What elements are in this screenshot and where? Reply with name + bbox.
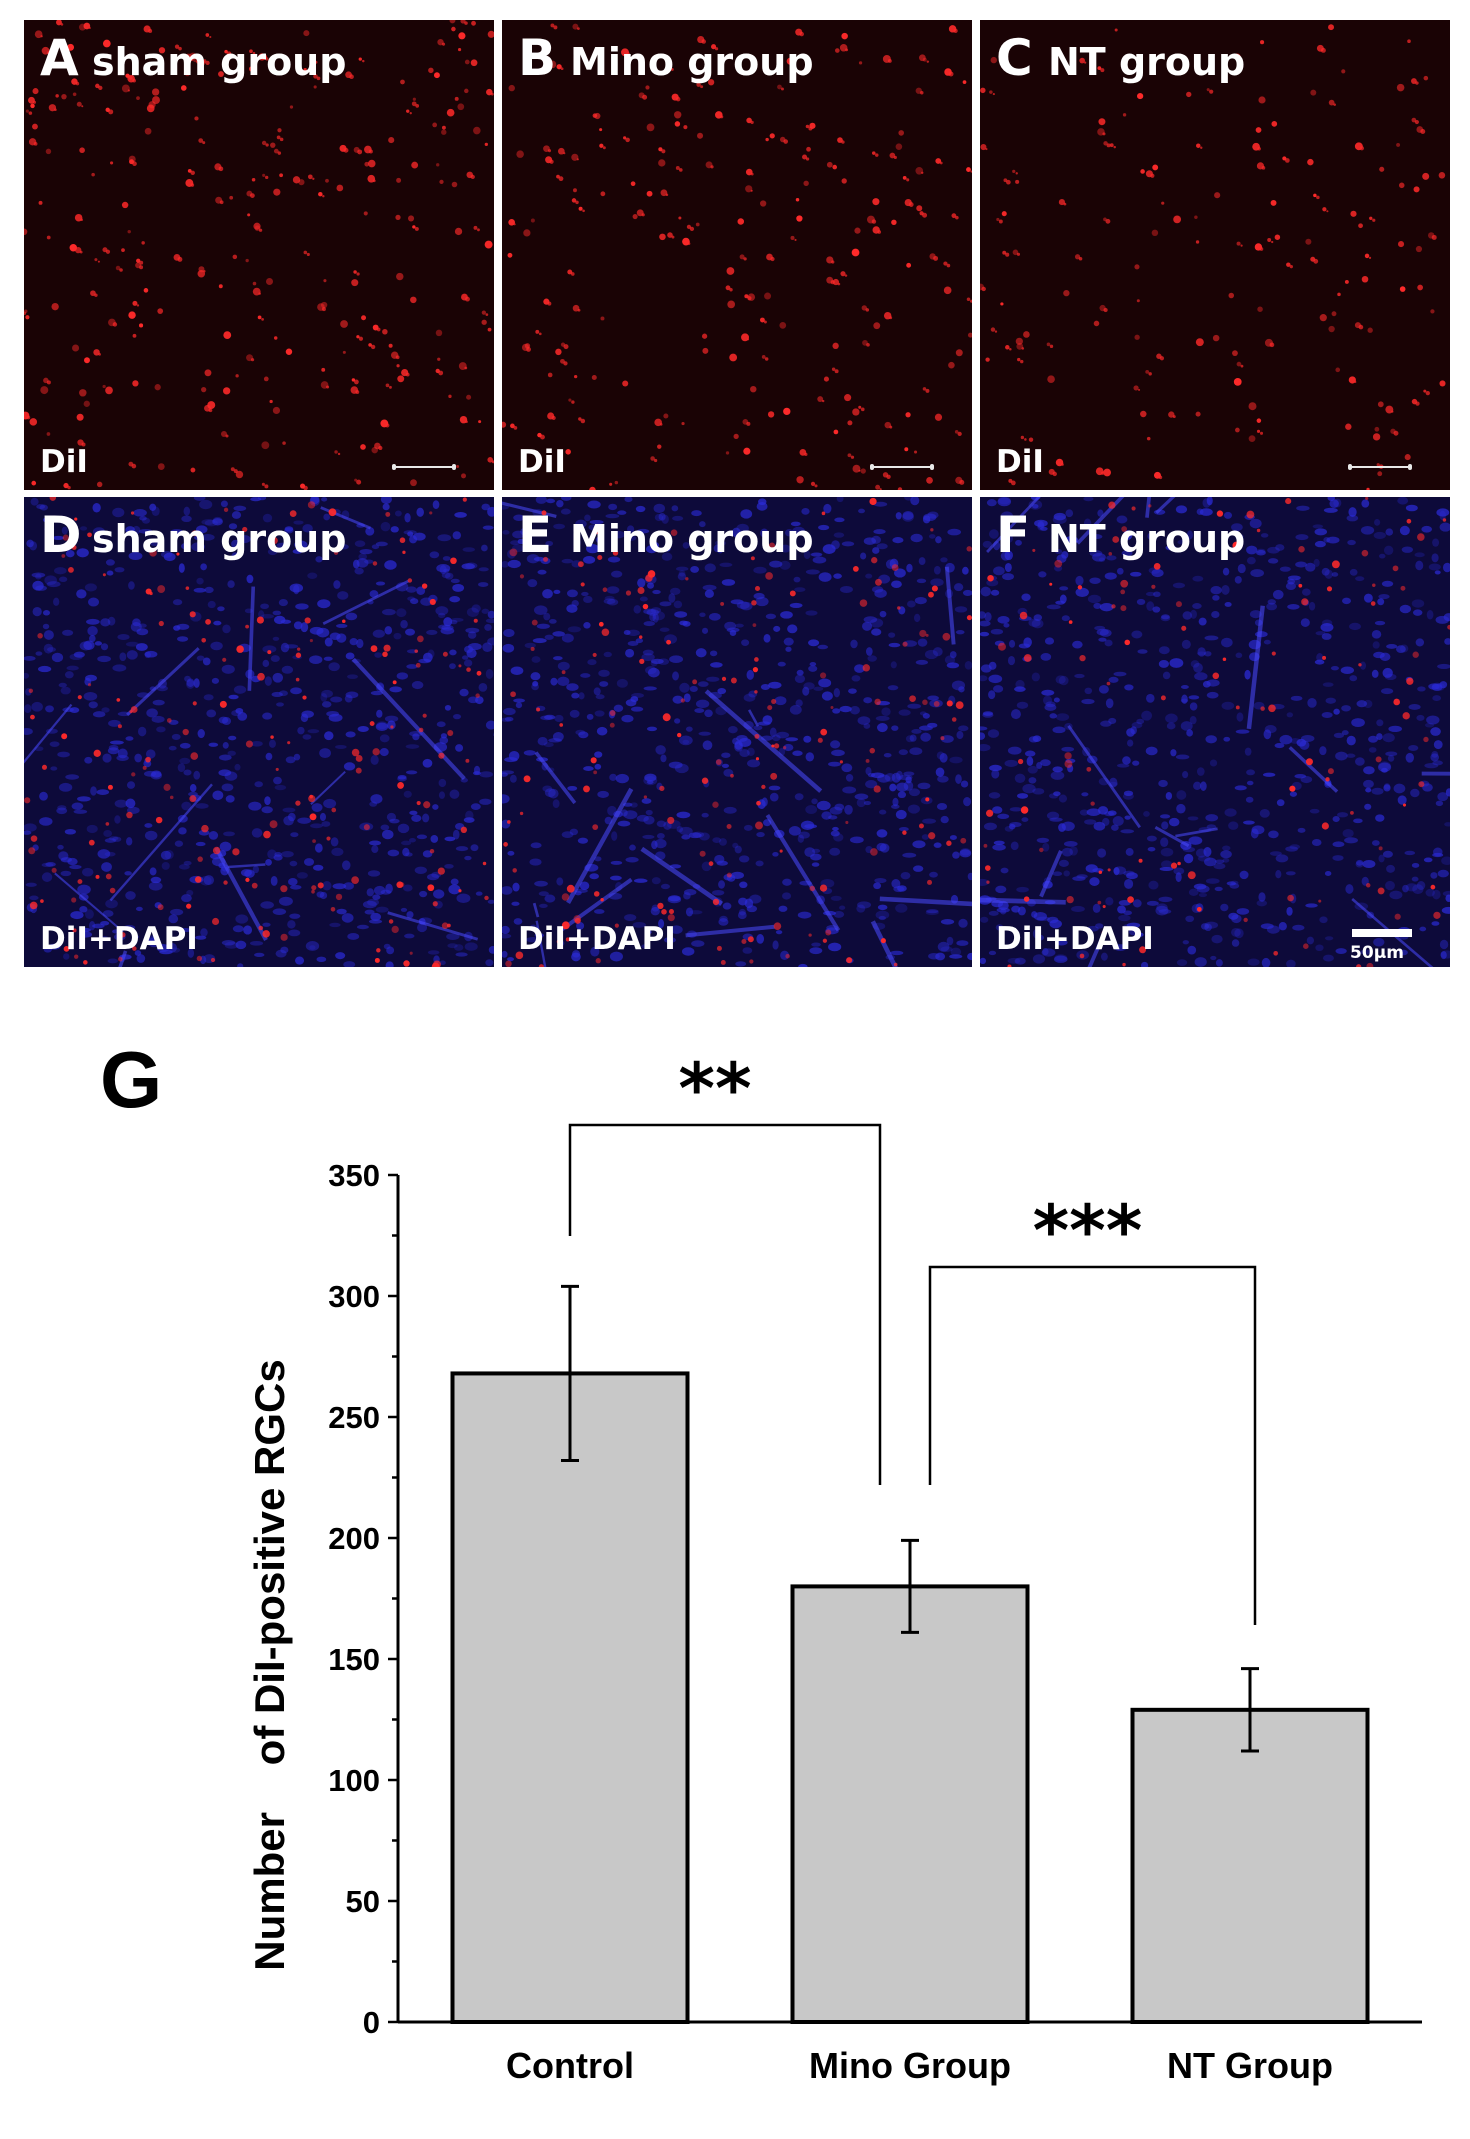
scale-bar-label: 50µm	[1350, 943, 1404, 963]
micrograph-image	[24, 497, 494, 967]
chart-panel-letter: G	[100, 1035, 163, 1124]
y-tick-label: 50	[346, 1884, 380, 1919]
panel-letter: B	[518, 29, 557, 87]
scale-bar	[392, 464, 456, 470]
panel-title: Mino group	[570, 517, 814, 561]
y-tick-label: 300	[328, 1279, 380, 1314]
micrograph-image	[502, 497, 972, 967]
scale-bar	[1348, 464, 1412, 470]
significance-bracket	[568, 1123, 882, 1485]
panel-title: NT group	[1048, 517, 1246, 561]
bar	[790, 1584, 1030, 2025]
x-tick-label: Mino Group	[809, 2045, 1011, 2086]
stain-label: DiI+DAPI	[996, 921, 1154, 957]
significance-marker: ***	[1033, 1190, 1143, 1272]
y-tick-label: 350	[328, 1158, 380, 1193]
micrograph-image	[502, 20, 972, 490]
panel-d: D sham group DiI+DAPI	[24, 497, 494, 967]
stain-label: DiI	[518, 444, 566, 480]
bar-chart: 0 50 100 150 200 250 300 350 Control Mino Group NT…	[328, 1048, 1422, 2086]
micrograph-image	[24, 20, 494, 490]
panel-f: F NT group DiI+DAPI 50µm	[980, 497, 1450, 967]
panel-letter: A	[40, 29, 79, 87]
bar	[1130, 1707, 1370, 2024]
stain-label: DiI	[40, 444, 88, 480]
scale-bar	[1352, 929, 1412, 937]
panel-letter: F	[996, 506, 1031, 564]
scale-bar	[870, 464, 934, 470]
panel-a: A sham group DiI	[24, 20, 494, 490]
stain-label: DiI	[996, 444, 1044, 480]
panel-c: C NT group DiI	[980, 20, 1450, 490]
panel-title: sham group	[92, 517, 347, 561]
panel-b: B Mino group DiI	[502, 20, 972, 490]
stain-label: DiI+DAPI	[518, 921, 676, 957]
micrograph-image	[980, 20, 1450, 490]
panel-letter: C	[996, 29, 1033, 87]
y-tick-label: 250	[328, 1400, 380, 1435]
y-tick-label: 150	[328, 1642, 380, 1677]
x-tick-label: Control	[506, 2045, 634, 2086]
x-tick-label: NT Group	[1167, 2045, 1333, 2086]
bar	[450, 1371, 690, 2024]
significance-marker: **	[678, 1048, 751, 1130]
panel-title: NT group	[1048, 40, 1246, 84]
y-tick-label: 200	[328, 1521, 380, 1556]
panel-e: E Mino group DiI+DAPI	[502, 497, 972, 967]
panel-letter: E	[518, 506, 553, 564]
panel-title: Mino group	[570, 40, 814, 84]
panel-letter: D	[40, 506, 82, 564]
micrograph-image	[980, 497, 1450, 967]
significance-bracket	[928, 1265, 1257, 1625]
y-tick-label: 0	[363, 2005, 380, 2040]
panel-title: sham group	[92, 40, 347, 84]
stain-label: DiI+DAPI	[40, 921, 198, 957]
y-tick-label: 100	[328, 1763, 380, 1798]
